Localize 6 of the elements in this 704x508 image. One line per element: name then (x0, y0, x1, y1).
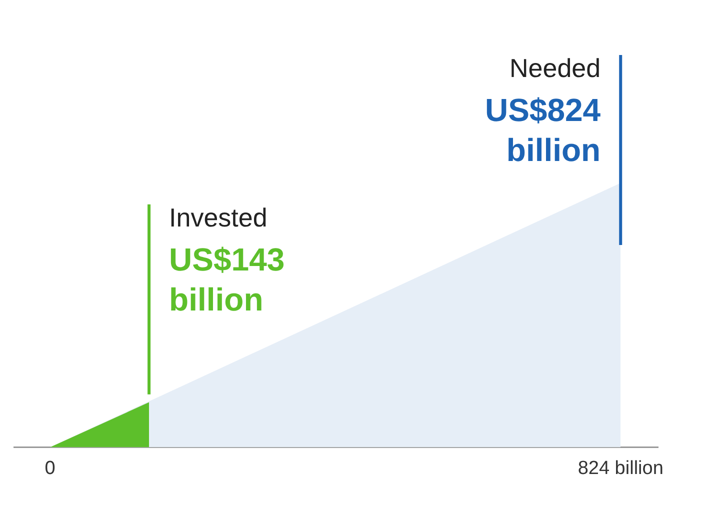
annotation: US$143 billion (169, 241, 285, 318)
ref-line-label: Needed (510, 53, 601, 83)
x-tick-label: 824 billion (578, 458, 664, 479)
annotation: US$824 billion (484, 92, 601, 168)
x-tick-label: 0 (44, 458, 56, 479)
ref-line-label: Invested (169, 202, 268, 232)
